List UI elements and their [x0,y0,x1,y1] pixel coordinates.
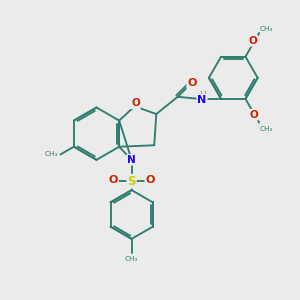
Text: O: O [248,36,257,46]
Text: O: O [109,175,118,185]
Text: N: N [197,95,207,105]
Text: CH₃: CH₃ [125,256,138,262]
Text: S: S [128,175,136,188]
Text: N: N [127,155,136,165]
Text: O: O [187,78,197,88]
Text: O: O [131,98,140,108]
Text: CH₃: CH₃ [260,26,273,32]
Text: O: O [146,175,155,185]
Text: CH₃: CH₃ [45,152,58,158]
Text: CH₃: CH₃ [260,125,273,131]
Text: O: O [249,110,258,120]
Text: H: H [199,91,206,100]
